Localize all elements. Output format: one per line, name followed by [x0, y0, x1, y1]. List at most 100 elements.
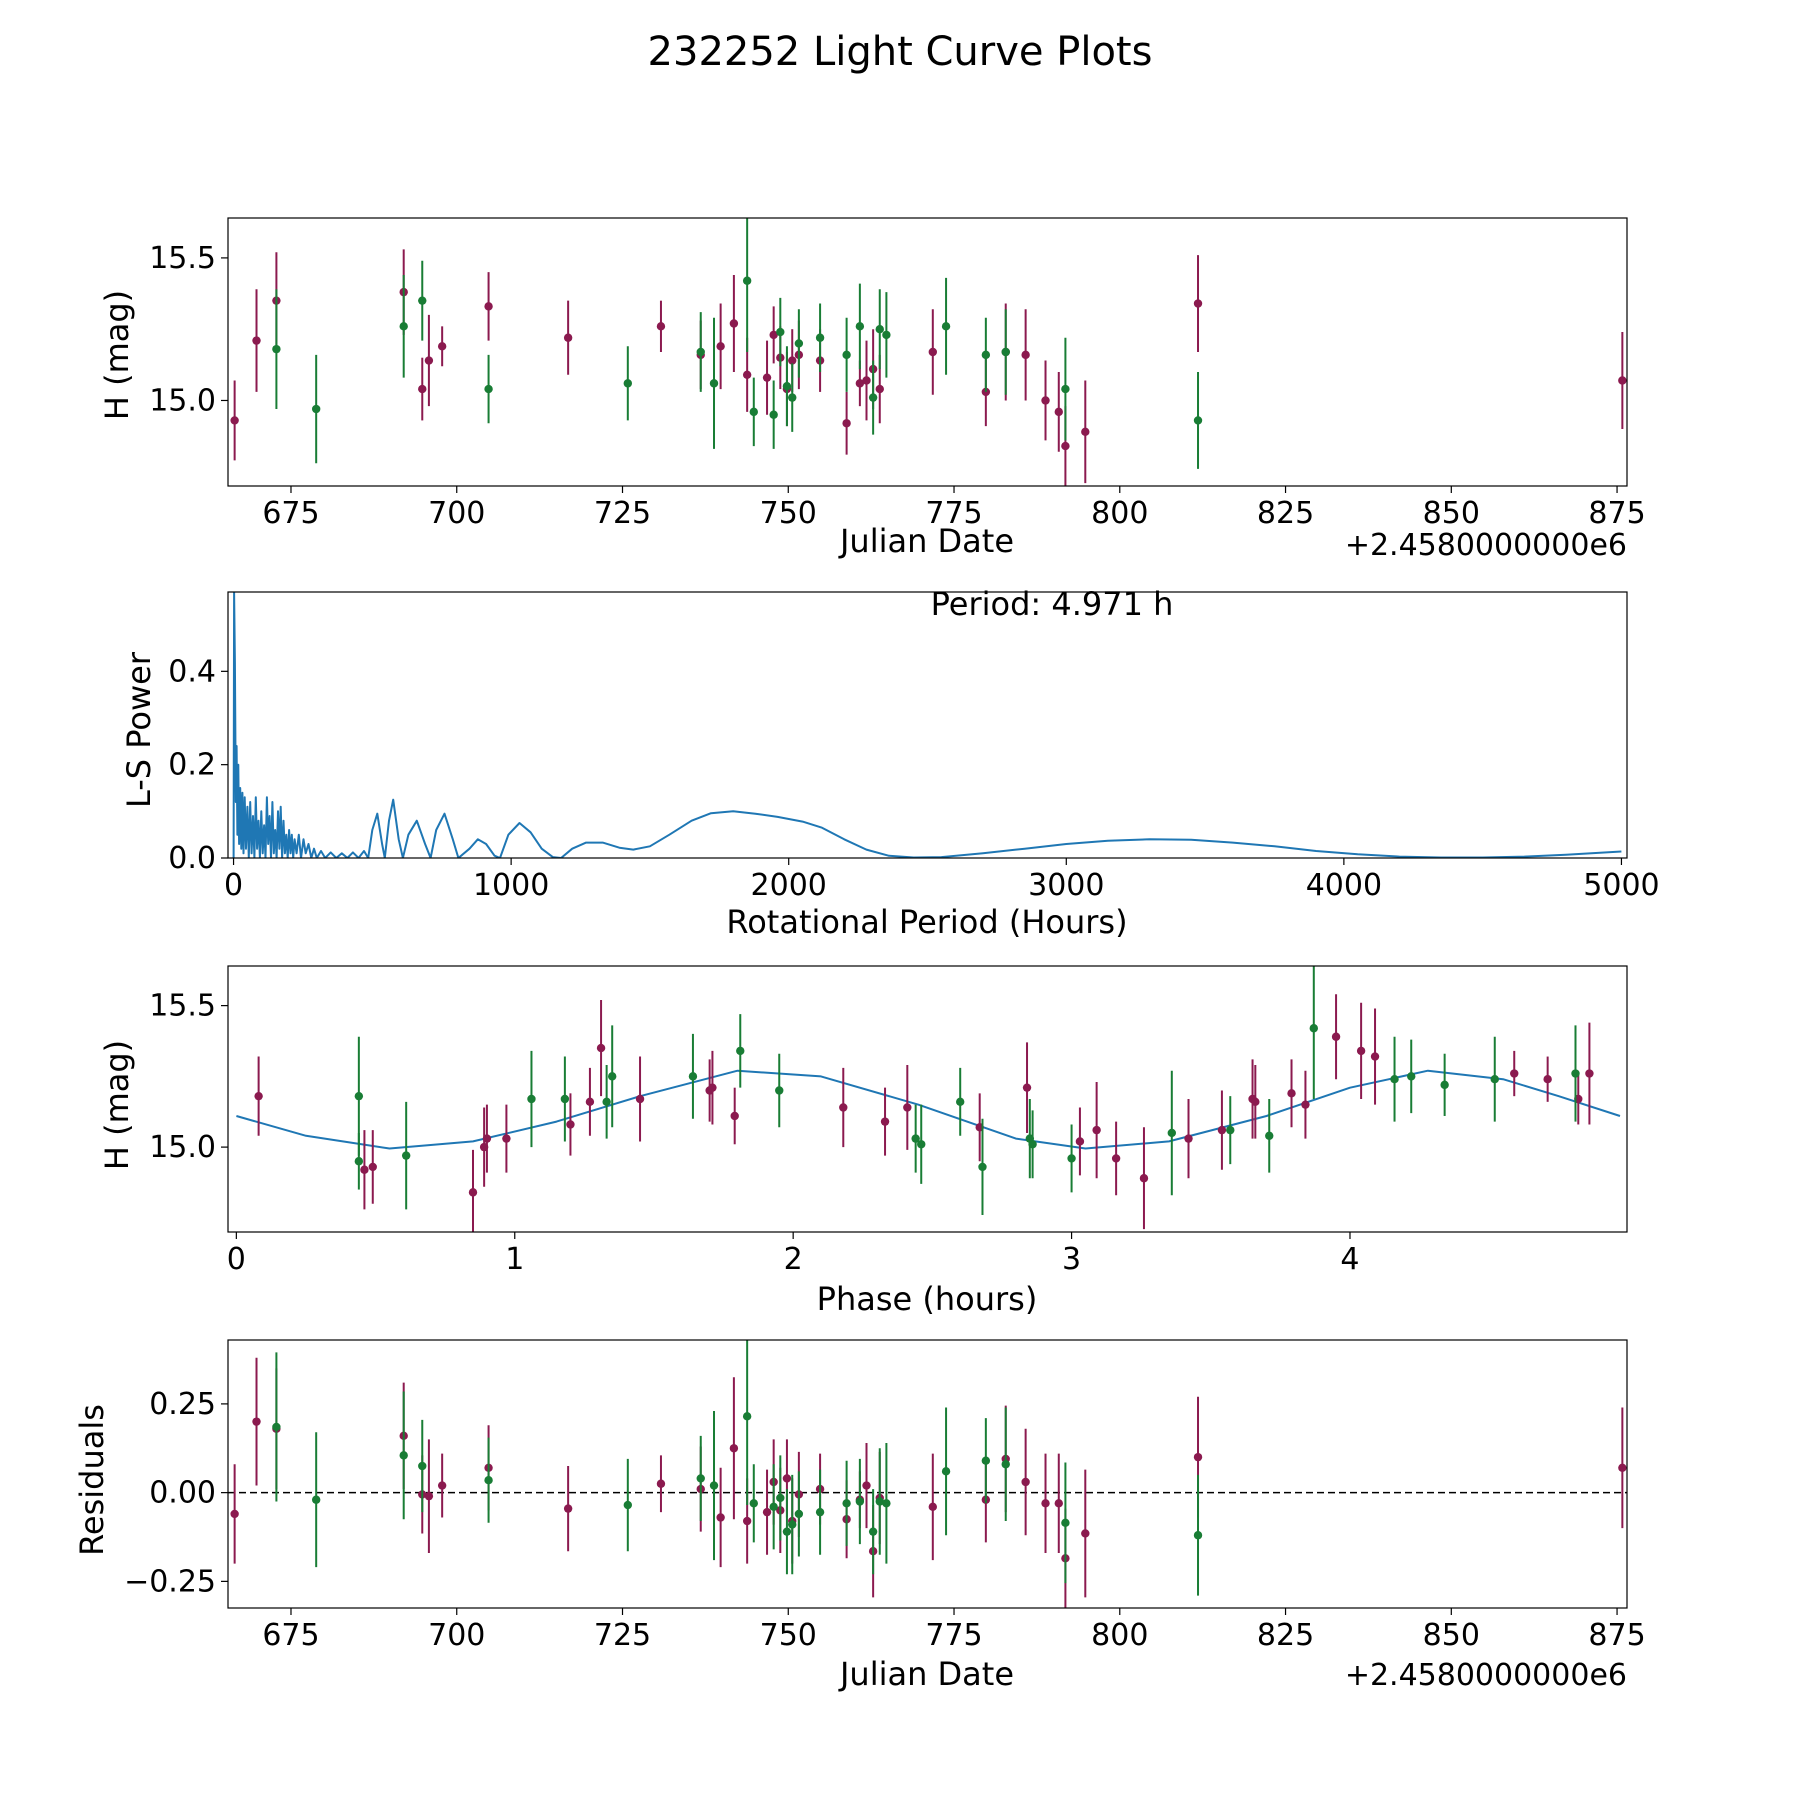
lightcurve-filter-a-point	[862, 376, 871, 385]
phased-filter-b-point	[736, 1046, 745, 1056]
residuals-filter-b-point	[1001, 1460, 1010, 1469]
lightcurve-filter-b-point	[769, 410, 778, 419]
lightcurve-filter-a-point	[842, 419, 851, 428]
residuals-filter-b-point	[742, 1412, 752, 1421]
lightcurve-filter-a-point	[484, 302, 493, 311]
lightcurve-y-tick-label: 15.0	[149, 383, 216, 418]
lightcurve-filter-b-point	[1001, 347, 1010, 357]
residuals-filter-b-point	[311, 1495, 321, 1504]
lightcurve-filter-a-point	[762, 373, 772, 382]
phased-filter-a-point	[502, 1134, 511, 1143]
lightcurve-filter-a-point	[1081, 427, 1090, 437]
residuals-filter-a-point	[656, 1479, 666, 1488]
lightcurve-filter-b-point	[941, 322, 951, 331]
phased-filter-a-point	[1510, 1069, 1519, 1078]
phased-filter-a-point	[1543, 1074, 1552, 1084]
phased-filter-a-point	[585, 1097, 595, 1107]
residuals-filter-a-point	[742, 1516, 752, 1526]
lightcurve-filter-b-point	[272, 344, 281, 354]
residuals-x-tick-label: 825	[1257, 1618, 1314, 1653]
residuals-filter-b-point	[782, 1527, 792, 1536]
lightcurve-filter-b-point	[1193, 416, 1203, 425]
phased-filter-a-point	[1217, 1125, 1227, 1135]
lightcurve-filter-b-point	[842, 350, 851, 360]
lightcurve-filter-b-point	[981, 350, 991, 360]
residuals-y-axis-label: Residuals	[73, 1404, 111, 1556]
residuals-x-tick-label: 675	[262, 1618, 319, 1653]
lightcurve-filter-a-point	[1054, 407, 1063, 417]
residuals-filter-b-point	[696, 1474, 705, 1483]
lightcurve-filter-b-point	[782, 382, 792, 391]
residuals-filter-a-point	[1041, 1499, 1050, 1508]
lightcurve-filter-b-point	[484, 384, 493, 394]
phased-filter-a-point	[1139, 1174, 1149, 1183]
residuals-filter-b-point	[855, 1497, 865, 1506]
periodogram-x-tick-label: 5000	[1583, 868, 1659, 903]
lightcurve-filter-a-point	[716, 342, 725, 351]
lightcurve-filter-b-point	[1061, 384, 1070, 394]
phased-filter-b-point	[401, 1151, 411, 1160]
phased-filter-b-point	[1309, 1024, 1318, 1033]
periodogram-x-tick-label: 3000	[1028, 868, 1104, 903]
residuals-filter-b-point	[794, 1509, 804, 1519]
residuals-filter-b-point	[399, 1451, 408, 1460]
phased-filter-b-point	[978, 1162, 987, 1172]
phased-filter-b-point	[560, 1094, 570, 1104]
phased-x-tick-label: 1	[505, 1242, 524, 1277]
periodogram-x-tick-label: 0	[224, 868, 243, 903]
phased-filter-a-point	[1331, 1032, 1341, 1041]
residuals-filter-a-point	[782, 1474, 792, 1483]
phased-plot-area	[236, 966, 1621, 1232]
residuals-filter-b-point	[776, 1493, 785, 1503]
phased-filter-a-point	[839, 1103, 848, 1112]
lightcurve-filter-a-point	[437, 342, 447, 351]
phased-y-tick-label: 15.5	[149, 989, 216, 1024]
phased-axes-frame	[227, 965, 1628, 1233]
phased-x-tick-label: 3	[1062, 1242, 1081, 1277]
phased-filter-b-point	[917, 1140, 926, 1149]
phased-filter-b-point	[527, 1094, 536, 1104]
residuals-x-tick-label: 725	[594, 1618, 651, 1653]
periodogram-x-tick-label: 1000	[473, 868, 549, 903]
residuals-filter-a-point	[1081, 1529, 1090, 1538]
lightcurve-filter-a-point	[424, 356, 434, 365]
residuals-x-offset-label: +2.4580000000e6	[1345, 1658, 1627, 1693]
lightcurve-filter-a-point	[252, 336, 261, 345]
phased-filter-a-point	[1585, 1069, 1594, 1078]
residuals-filter-a-point	[716, 1513, 725, 1522]
residuals-filter-b-point	[875, 1497, 884, 1506]
period-annotation: Period: 4.971 h	[931, 585, 1174, 623]
residuals-filter-a-point	[437, 1481, 447, 1490]
residuals-filter-b-point	[941, 1467, 951, 1476]
figure-title: 232252 Light Curve Plots	[648, 29, 1153, 75]
phased-filter-a-point	[1184, 1134, 1193, 1143]
periodogram-panel: Rotational Period (Hours) L-S Power Peri…	[120, 585, 1660, 941]
phased-filter-a-point	[1287, 1089, 1296, 1098]
residuals-filter-a-point	[762, 1507, 772, 1517]
lightcurve-filter-a-point	[1021, 350, 1030, 360]
phased-filter-a-point	[1251, 1097, 1260, 1107]
lightcurve-filter-b-point	[696, 347, 705, 357]
residuals-filter-b-point	[418, 1461, 427, 1471]
lightcurve-filter-b-point	[788, 393, 797, 402]
phased-panel: Phase (hours) H (mag) 0 1 2 3 4 15.0 15.5	[98, 965, 1628, 1318]
lightcurve-x-tick-label: 750	[760, 496, 817, 531]
phased-filter-a-point	[254, 1091, 263, 1101]
periodogram-x-tick-label: 2000	[751, 868, 827, 903]
periodogram-y-tick-label: 0.4	[168, 654, 216, 689]
residuals-filter-b-point	[981, 1456, 991, 1465]
lightcurve-x-tick-label: 775	[925, 496, 982, 531]
phased-filter-a-point	[1092, 1125, 1101, 1135]
residuals-filter-a-point	[729, 1444, 739, 1453]
lightcurve-filter-a-point	[1618, 376, 1627, 385]
phased-x-tick-label: 2	[784, 1242, 803, 1277]
lightcurve-filter-b-point	[311, 404, 321, 414]
lightcurve-filter-a-point	[1193, 299, 1203, 308]
lightcurve-filter-a-point	[769, 330, 778, 340]
residuals-filter-b-point	[788, 1520, 797, 1529]
lightcurve-filter-a-point	[1041, 396, 1050, 405]
lightcurve-x-tick-label: 850	[1423, 496, 1480, 531]
residuals-axes-frame	[227, 1339, 1628, 1609]
residuals-filter-a-point	[1021, 1477, 1030, 1487]
